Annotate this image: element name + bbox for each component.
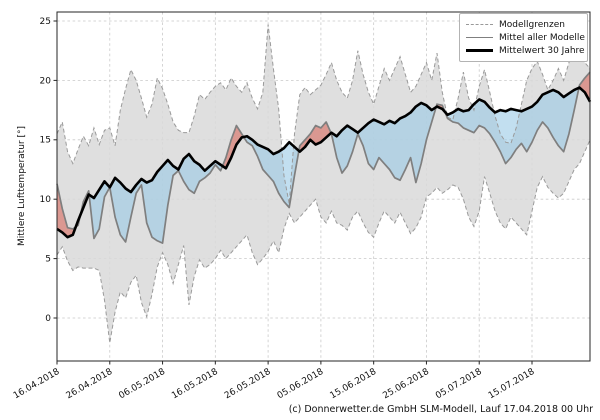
model-max-line <box>56 24 591 205</box>
x-tick-label: 25.06.2018 <box>381 367 431 402</box>
x-tick-label: 15.06.2018 <box>329 367 379 402</box>
legend-label: Mittel aller Modelle <box>499 32 585 43</box>
gray-line-icon <box>466 37 493 38</box>
x-tick-label: 05.06.2018 <box>276 367 326 402</box>
y-tick-label: 0 <box>45 314 51 324</box>
x-tick-label: 16.04.2018 <box>12 367 62 402</box>
y-tick-label: 5 <box>45 254 51 264</box>
x-tick-label: 26.05.2018 <box>223 367 273 402</box>
y-tick-label: 15 <box>40 136 51 146</box>
legend-item-modellgrenzen: Modellgrenzen <box>466 18 581 31</box>
x-tick-label: 06.05.2018 <box>117 367 167 402</box>
y-tick-label: 25 <box>40 17 51 27</box>
legend-label: Mittelwert 30 Jahre <box>499 45 585 56</box>
legend-label: Modellgrenzen <box>499 19 565 30</box>
mean-30y-line <box>56 86 592 239</box>
x-tick-label: 26.04.2018 <box>65 367 115 402</box>
below-normal-fill <box>75 87 579 244</box>
legend-item-mittelwert-30-jahre: Mittelwert 30 Jahre <box>466 44 585 57</box>
copyright-caption: (c) Donnerwetter.de GmbH SLM-Modell, Lau… <box>288 404 593 415</box>
plot-frame <box>56 11 591 362</box>
black-line-icon <box>466 49 493 52</box>
dashed-line-icon <box>466 24 493 25</box>
x-tick-label: 05.07.2018 <box>434 367 484 402</box>
x-tick-label: 16.05.2018 <box>170 367 220 402</box>
y-axis-label: Mittlere Lufttemperatur [°] <box>17 126 27 246</box>
y-tick-label: 10 <box>40 195 52 205</box>
x-tick-label: 15.07.2018 <box>487 367 537 402</box>
chart-legend: Modellgrenzen Mittel aller Modelle Mitte… <box>459 13 588 62</box>
model-mean-line <box>56 71 591 245</box>
legend-item-mittel-aller-modelle: Mittel aller Modelle <box>466 31 585 44</box>
y-tick-label: 20 <box>40 76 52 86</box>
